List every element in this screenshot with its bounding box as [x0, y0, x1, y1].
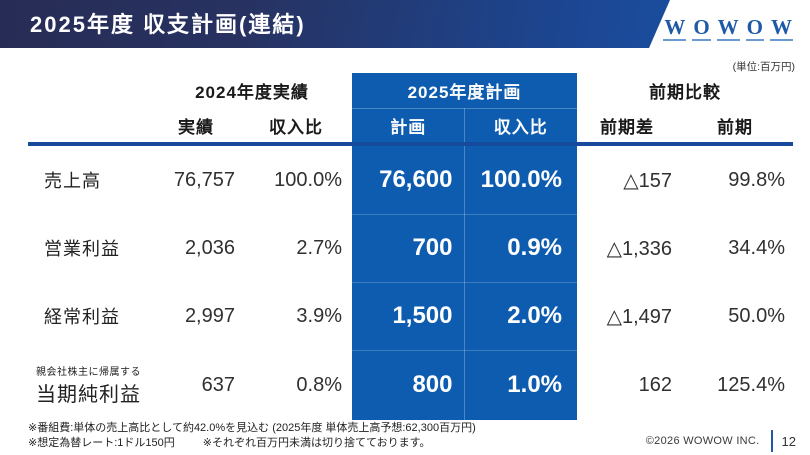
cell-actual-ratio: 3.9% — [296, 304, 342, 327]
row-label-ordinary-profit: 経常利益 — [44, 307, 120, 327]
header-bar: 2025年度 収支計画(連結) — [0, 0, 670, 48]
cell-prev: 50.0% — [728, 304, 785, 327]
cell-plan: 76,600 — [379, 166, 453, 193]
page-number-divider — [770, 430, 773, 452]
footnote-line2: ※想定為替レート:1ドル150円 ※それぞれ百万円未満は切り捨てております。 — [28, 437, 431, 449]
plan-column-highlight — [352, 73, 577, 420]
footnote-line1: ※番組費:単体の売上高比として約42.0%を見込む (2025年度 単体売上高予… — [28, 422, 476, 434]
column-header-diff: 前期差 — [600, 117, 654, 137]
spacer — [28, 73, 152, 108]
copyright-text: ©2026 WOWOW INC. — [645, 435, 760, 447]
cell-actual: 2,036 — [184, 236, 235, 259]
spacer — [28, 108, 152, 142]
cell-prev: 125.4% — [717, 373, 785, 396]
cell-actual-ratio: 100.0% — [274, 168, 342, 191]
row-label-net-profit: 親会社株主に帰属する 当期純利益 — [28, 350, 152, 420]
page-number: 12 — [781, 433, 796, 449]
cell-plan-ratio: 1.0% — [507, 371, 562, 398]
cell-actual: 76,757 — [173, 168, 235, 191]
column-header-plan-ratio: 収入比 — [493, 117, 548, 137]
footnotes: ※番組費:単体の売上高比として約42.0%を見込む (2025年度 単体売上高予… — [28, 421, 476, 451]
row-label-note: 親会社株主に帰属する — [36, 367, 141, 378]
logo-letter: W — [663, 16, 687, 42]
cell-diff: △1,497 — [606, 305, 672, 328]
cell-plan: 1,500 — [392, 302, 453, 329]
row-label-operating-profit: 営業利益 — [44, 239, 120, 259]
cell-plan: 800 — [412, 371, 453, 398]
row-label-sales: 売上高 — [44, 171, 101, 191]
footer: ©2026 WOWOW INC. 12 — [646, 429, 796, 453]
cell-diff: 162 — [638, 373, 672, 396]
cell-actual: 2,997 — [184, 304, 235, 327]
divider — [352, 282, 577, 283]
column-header-plan: 計画 — [390, 117, 427, 137]
logo-letter: W — [716, 16, 740, 42]
cell-plan-ratio: 100.0% — [480, 166, 562, 193]
divider — [352, 350, 577, 351]
logo-letter: W — [770, 16, 793, 42]
page-title: 2025年度 収支計画(連結) — [30, 12, 306, 37]
cell-actual: 637 — [201, 373, 235, 396]
financial-table: 2024年度実績 2025年度計画 前期比較 実績 収入比 計画 収入比 前期差… — [28, 73, 793, 420]
cell-actual-ratio: 2.7% — [296, 236, 342, 259]
divider — [352, 214, 577, 215]
unit-note: (単位:百万円) — [732, 61, 795, 73]
divider — [352, 108, 577, 109]
cell-prev: 99.8% — [728, 168, 785, 191]
column-header-prev: 前期 — [717, 117, 753, 137]
cell-prev: 34.4% — [728, 236, 785, 259]
column-group-fy2025: 2025年度計画 — [407, 83, 522, 102]
cell-actual-ratio: 0.8% — [296, 373, 342, 396]
column-group-fy2024: 2024年度実績 — [195, 83, 309, 102]
cell-plan-ratio: 2.0% — [507, 302, 562, 329]
cell-plan: 700 — [412, 234, 453, 261]
logo-letter: O — [745, 16, 764, 42]
column-header-actual-ratio: 収入比 — [269, 117, 323, 137]
divider — [464, 108, 465, 420]
header-rule — [28, 142, 793, 146]
cell-diff: △157 — [623, 169, 672, 192]
cell-plan-ratio: 0.9% — [507, 234, 562, 261]
cell-diff: △1,336 — [606, 237, 672, 260]
column-group-compare: 前期比較 — [649, 83, 721, 102]
logo-letter: O — [692, 16, 711, 42]
column-header-actual: 実績 — [178, 117, 214, 137]
